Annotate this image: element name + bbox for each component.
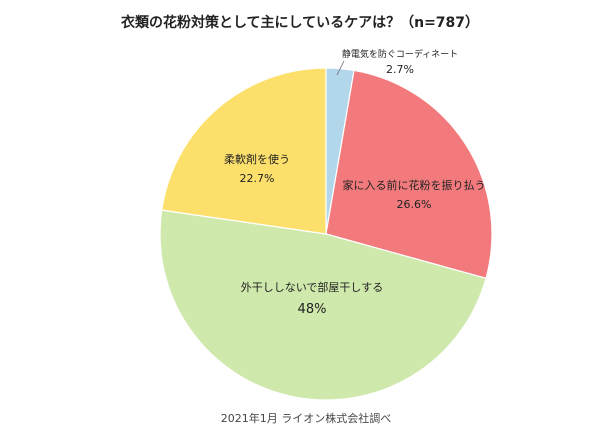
slice-label-fabric-softener: 柔軟剤を使う <box>224 152 290 166</box>
slice-label-shake-off-pollen: 家に入る前に花粉を振り払う <box>343 178 486 192</box>
slice-value-fabric-softener: 22.7% <box>240 172 275 185</box>
pie-slice-fabric-softener <box>161 67 327 235</box>
pie-slice-shake-off-pollen <box>325 69 493 280</box>
slice-value-indoor-drying: 48% <box>298 302 327 317</box>
pie-slice-indoor-drying <box>159 209 487 401</box>
chart-title: 衣類の花粉対策として主にしているケアは？（n=787） <box>121 14 479 31</box>
slice-label-indoor-drying: 外干ししないで部屋干しする <box>241 280 383 294</box>
pie-slices <box>159 67 493 401</box>
slice-value-static-prevention: 2.7% <box>386 63 414 76</box>
source-note: 2021年1月 ライオン株式会社調べ <box>221 411 392 425</box>
slice-value-shake-off-pollen: 26.6% <box>397 198 432 211</box>
leader-line <box>336 60 345 76</box>
slice-label-static-prevention: 静電気を防ぐコーディネート <box>342 48 458 60</box>
